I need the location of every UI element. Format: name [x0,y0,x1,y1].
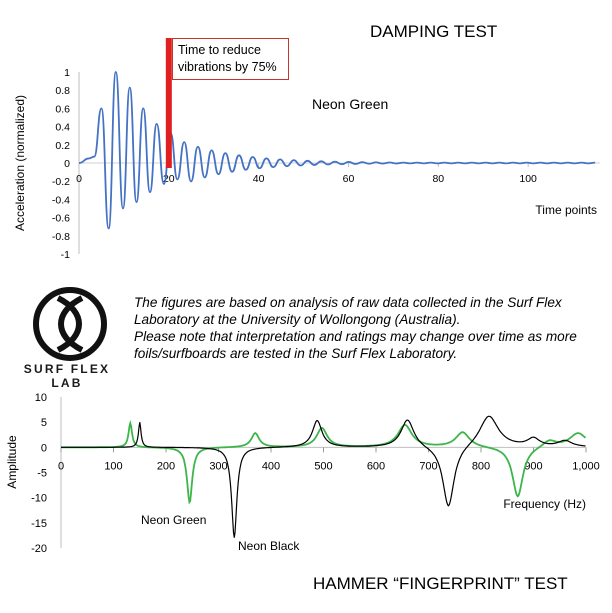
hammer-y-tick-label: 0 [41,442,47,454]
hammer-x-tick-label: 700 [419,460,437,472]
hammer-x-tick-label: 0 [58,460,64,472]
damping-chart-title: DAMPING TEST [370,22,498,41]
hammer-x-tick-label: 600 [367,460,385,472]
damping-y-tick-label: -0.2 [52,176,70,188]
damping-series-line [78,71,596,230]
damping-callout: Time to reduce vibrations by 75% [172,38,289,80]
hammer-y-tick-label: -15 [31,518,47,530]
damping-y-tick-label: 0 [64,158,70,170]
hammer-y-tick-label: 5 [41,417,47,429]
damping-x-tick-label: 0 [76,173,82,185]
hammer-y-axis-title: Amplitude [5,435,19,489]
hammer-y-tick-label: -5 [37,468,47,480]
damping-series-label: Neon Green [312,96,388,112]
damping-x-tick-label: 20 [163,173,175,185]
hammer-series-neon-black [61,415,586,538]
damping-x-tick-label: 60 [343,173,355,185]
hammer-label-neon-green: Neon Green [141,513,206,527]
hammer-x-tick-label: 400 [262,460,280,472]
hammer-y-tick-label: -20 [31,543,47,555]
hammer-x-tick-label: 500 [314,460,332,472]
hammer-x-tick-label: 1,000 [572,460,600,472]
disclaimer-note: The figures are based on analysis of raw… [134,294,606,362]
note-paragraph-1: The figures are based on analysis of raw… [134,295,562,327]
hammer-series-neon-green [61,419,587,505]
damping-x-axis-title: Time points [535,203,597,217]
damping-y-tick-label: 0.2 [55,140,70,152]
note-paragraph-2: Please note that interpretation and rati… [134,329,577,361]
hammer-x-tick-label: 200 [157,460,175,472]
damping-75pct-marker [165,38,172,168]
damping-y-tick-label: 0.4 [55,122,70,134]
damping-callout-text: Time to reduce vibrations by 75% [178,43,277,74]
damping-y-tick-label: 1 [64,67,70,79]
hammer-x-axis-title: Frequency (Hz) [503,497,586,511]
hammer-x-tick-label: 100 [104,460,122,472]
hammer-x-tick-label: 800 [472,460,490,472]
hammer-y-tick-label: 10 [35,392,47,404]
damping-y-tick-label: -0.4 [52,194,70,206]
damping-y-tick-label: 0.6 [55,103,70,115]
logo-text: SURF FLEX LAB [23,362,111,390]
hammer-x-tick-label: 300 [209,460,227,472]
hammer-y-tick-label: -10 [31,493,47,505]
logo-mark-icon [33,287,107,361]
hammer-x-tick-label: 900 [524,460,542,472]
hammer-label-neon-black: Neon Black [238,539,300,553]
damping-x-tick-label: 100 [519,173,537,185]
damping-y-tick-label: -1 [61,249,70,261]
surf-flex-lab-logo: SURF FLEX LAB [6,286,128,390]
damping-x-tick-label: 40 [253,173,265,185]
hammer-chart-title: HAMMER “FINGERPRINT” TEST [313,574,568,593]
damping-y-tick-label: 0.8 [55,85,70,97]
damping-y-tick-label: -0.6 [52,213,70,225]
damping-y-axis-title: Acceleration (normalized) [13,95,27,231]
damping-x-tick-label: 80 [432,173,444,185]
damping-y-tick-label: -0.8 [52,231,70,243]
